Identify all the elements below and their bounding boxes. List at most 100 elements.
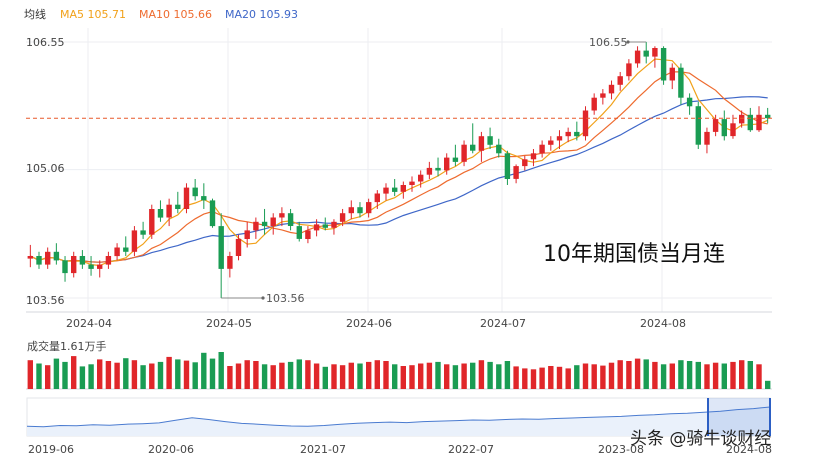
candle-body (383, 187, 389, 194)
ma10-line (30, 71, 768, 263)
volume-bar (556, 366, 563, 389)
candle-body (227, 256, 233, 269)
volume-bar (730, 361, 736, 389)
candle-body (175, 204, 181, 209)
volume-bar (374, 360, 380, 389)
candle-body (617, 76, 623, 85)
chart-title: 10年期国债当月连 (543, 242, 725, 267)
volume-bar (461, 363, 467, 389)
volume-bar (279, 362, 285, 389)
volume-bar (348, 362, 354, 389)
volume-bar (548, 366, 554, 389)
volume-bar (357, 363, 363, 389)
volume-bar (270, 365, 276, 389)
candle-body (643, 50, 649, 57)
candle-body (62, 260, 68, 274)
candle-body (730, 123, 736, 137)
volume-bar (339, 365, 346, 389)
candle-body (53, 251, 60, 261)
volume-bar (131, 360, 138, 389)
volume-bar (227, 366, 233, 389)
volume-bar (435, 361, 441, 389)
candle-body (721, 119, 727, 137)
volume-bar (253, 361, 259, 389)
candle-body (218, 226, 224, 269)
volume-bar (79, 366, 86, 389)
volume-bar (157, 361, 164, 389)
candle-body (652, 48, 658, 57)
candle-body (626, 63, 632, 77)
candle-body (27, 256, 33, 259)
volume-bar (392, 364, 398, 389)
volume-bar (539, 367, 545, 389)
volume-bar (470, 362, 476, 389)
volume-bar (45, 365, 51, 389)
candle-body (530, 153, 537, 160)
volume-bar (496, 364, 502, 389)
candle-body (261, 221, 268, 227)
volume-bar (765, 380, 771, 389)
candle-body (305, 230, 311, 239)
candle-body (712, 119, 719, 132)
nav-label-2019: 2019-06 (28, 443, 74, 456)
volume-bar (183, 360, 190, 389)
candle-body (426, 167, 433, 175)
candle-body (149, 209, 155, 235)
nav-label-2020: 2020-06 (148, 443, 194, 456)
candle-body (739, 114, 745, 124)
candle-body (522, 159, 528, 167)
candle-body (634, 50, 641, 64)
y-tick-mid: 105.06 (26, 162, 65, 175)
navigator-line (26, 406, 771, 428)
volume-bar (747, 361, 753, 389)
x-tick-apr: 2024-04 (66, 317, 112, 330)
candle-body (444, 157, 450, 171)
candle-body (157, 209, 164, 218)
volume-bar (313, 363, 320, 389)
volume-bar (418, 363, 424, 389)
candle-body (574, 131, 580, 137)
candle-body (686, 97, 693, 107)
volume-bar (513, 366, 519, 389)
volume-bar (166, 356, 172, 389)
volume-bar (287, 361, 294, 389)
legend-label: 均线 (24, 7, 46, 21)
candle-body (114, 247, 120, 257)
x-tick-jun: 2024-06 (346, 317, 392, 330)
volume-bar (235, 363, 242, 389)
volume-bar (504, 361, 511, 389)
volume-bar (652, 361, 658, 389)
candle-body (88, 264, 94, 269)
candle-body (270, 217, 276, 227)
volume-bar (617, 360, 623, 389)
volume-bar (522, 368, 528, 389)
volume-bar (331, 364, 337, 389)
candle-body (513, 166, 519, 179)
candle-body (504, 153, 511, 179)
navigator-selection (708, 398, 770, 436)
candle-body (253, 221, 259, 231)
legend-ma5: MA5 105.71 (60, 8, 126, 21)
candle-body (487, 136, 493, 145)
volume-bar (62, 361, 68, 389)
candle-body (435, 167, 441, 171)
volume-bar (261, 364, 268, 389)
candle-body (287, 213, 294, 226)
volume-bar (383, 361, 389, 389)
candle-body (660, 48, 667, 81)
legend-ma10: MA10 105.66 (139, 8, 212, 21)
y-tick-bottom: 103.56 (26, 294, 65, 307)
candle-body (140, 230, 146, 235)
nav-label-2022: 2022-07 (448, 443, 494, 456)
candle-body (357, 207, 363, 214)
candle-body (400, 185, 406, 192)
high-annotation-label: 106.55 (589, 36, 628, 49)
volume-bar (669, 363, 675, 389)
volume-bar (105, 361, 112, 389)
volume-bar (643, 359, 649, 389)
y-tick-top: 106.55 (26, 36, 65, 49)
volume-bar (452, 365, 459, 389)
volume-bar (600, 365, 606, 389)
